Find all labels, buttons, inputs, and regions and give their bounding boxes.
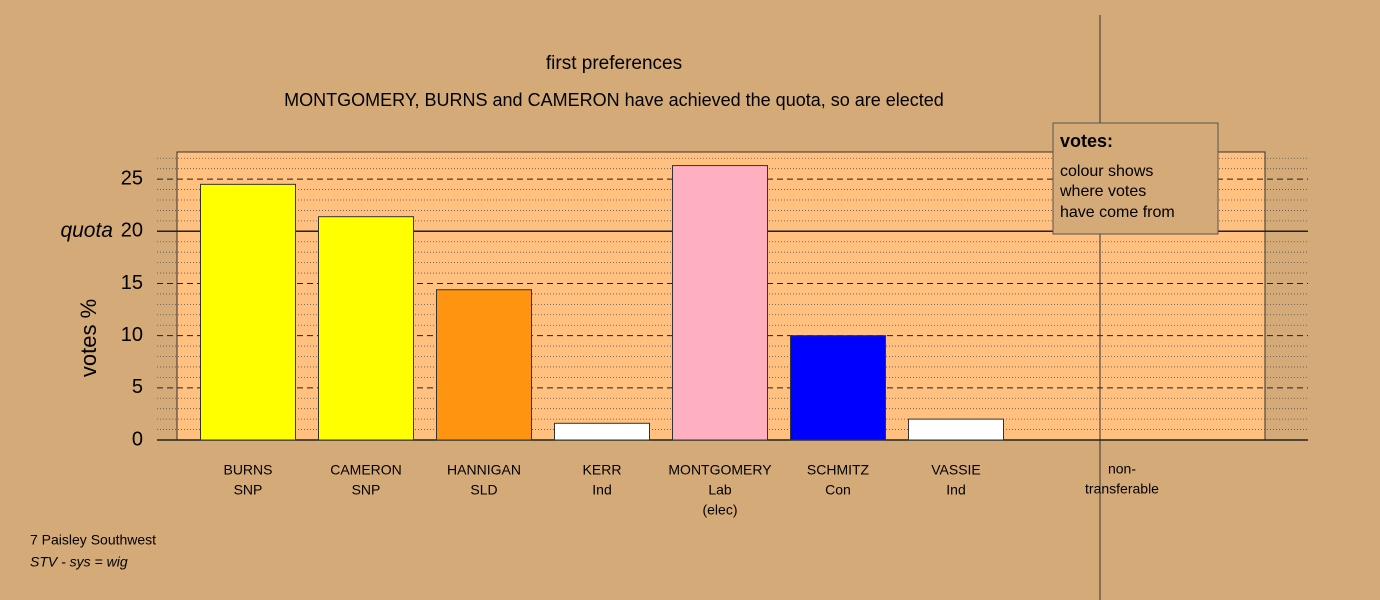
bar bbox=[318, 216, 414, 441]
legend-box bbox=[1052, 122, 1219, 235]
legend: votes: colour shows where votes have com… bbox=[1052, 122, 1219, 235]
bar bbox=[554, 422, 650, 441]
y-tick-label: 15 bbox=[121, 272, 143, 294]
x-tick-label: HANNIGAN bbox=[447, 462, 521, 478]
bar bbox=[200, 183, 296, 441]
party-label: SNP bbox=[352, 482, 381, 498]
x-tick-label: MONTGOMERY bbox=[668, 462, 772, 478]
bar bbox=[672, 165, 768, 441]
x-tick-label: BURNS bbox=[223, 462, 272, 478]
y-tick-label: 25 bbox=[121, 167, 143, 189]
y-tick-label: 10 bbox=[121, 324, 143, 346]
y-tick-label: 20 bbox=[121, 220, 143, 242]
y-tick-label: 5 bbox=[132, 376, 143, 398]
legend-text: have come from bbox=[1060, 204, 1175, 221]
party-label: Con bbox=[825, 482, 851, 498]
x-tick-label: KERR bbox=[583, 462, 622, 478]
legend-title: votes: bbox=[1060, 131, 1113, 151]
party-label: Ind bbox=[592, 482, 611, 498]
x-tick-label: VASSIE bbox=[931, 462, 981, 478]
bar bbox=[790, 335, 886, 441]
footer: STV - sys = wig bbox=[30, 554, 128, 570]
note-label: (elec) bbox=[702, 502, 737, 518]
bar bbox=[908, 418, 1004, 441]
bar bbox=[436, 289, 532, 441]
chart-title: first preferences bbox=[546, 53, 682, 74]
nontransferable-label: transferable bbox=[1085, 481, 1159, 497]
nontransferable-label: non- bbox=[1108, 461, 1136, 477]
quota-label: quota bbox=[60, 219, 113, 242]
legend-text: colour shows bbox=[1060, 163, 1153, 180]
x-tick-label: CAMERON bbox=[330, 462, 402, 478]
y-axis-label: votes % bbox=[76, 299, 101, 377]
y-tick-label: 0 bbox=[132, 428, 143, 450]
party-label: SLD bbox=[470, 482, 497, 498]
x-tick-label: SCHMITZ bbox=[807, 462, 870, 478]
party-label: SNP bbox=[234, 482, 263, 498]
chart-subtitle: MONTGOMERY, BURNS and CAMERON have achie… bbox=[284, 90, 944, 110]
party-label: Lab bbox=[708, 482, 732, 498]
party-label: Ind bbox=[946, 482, 965, 498]
footer: 7 Paisley Southwest bbox=[30, 532, 156, 548]
legend-text: where votes bbox=[1059, 183, 1146, 200]
